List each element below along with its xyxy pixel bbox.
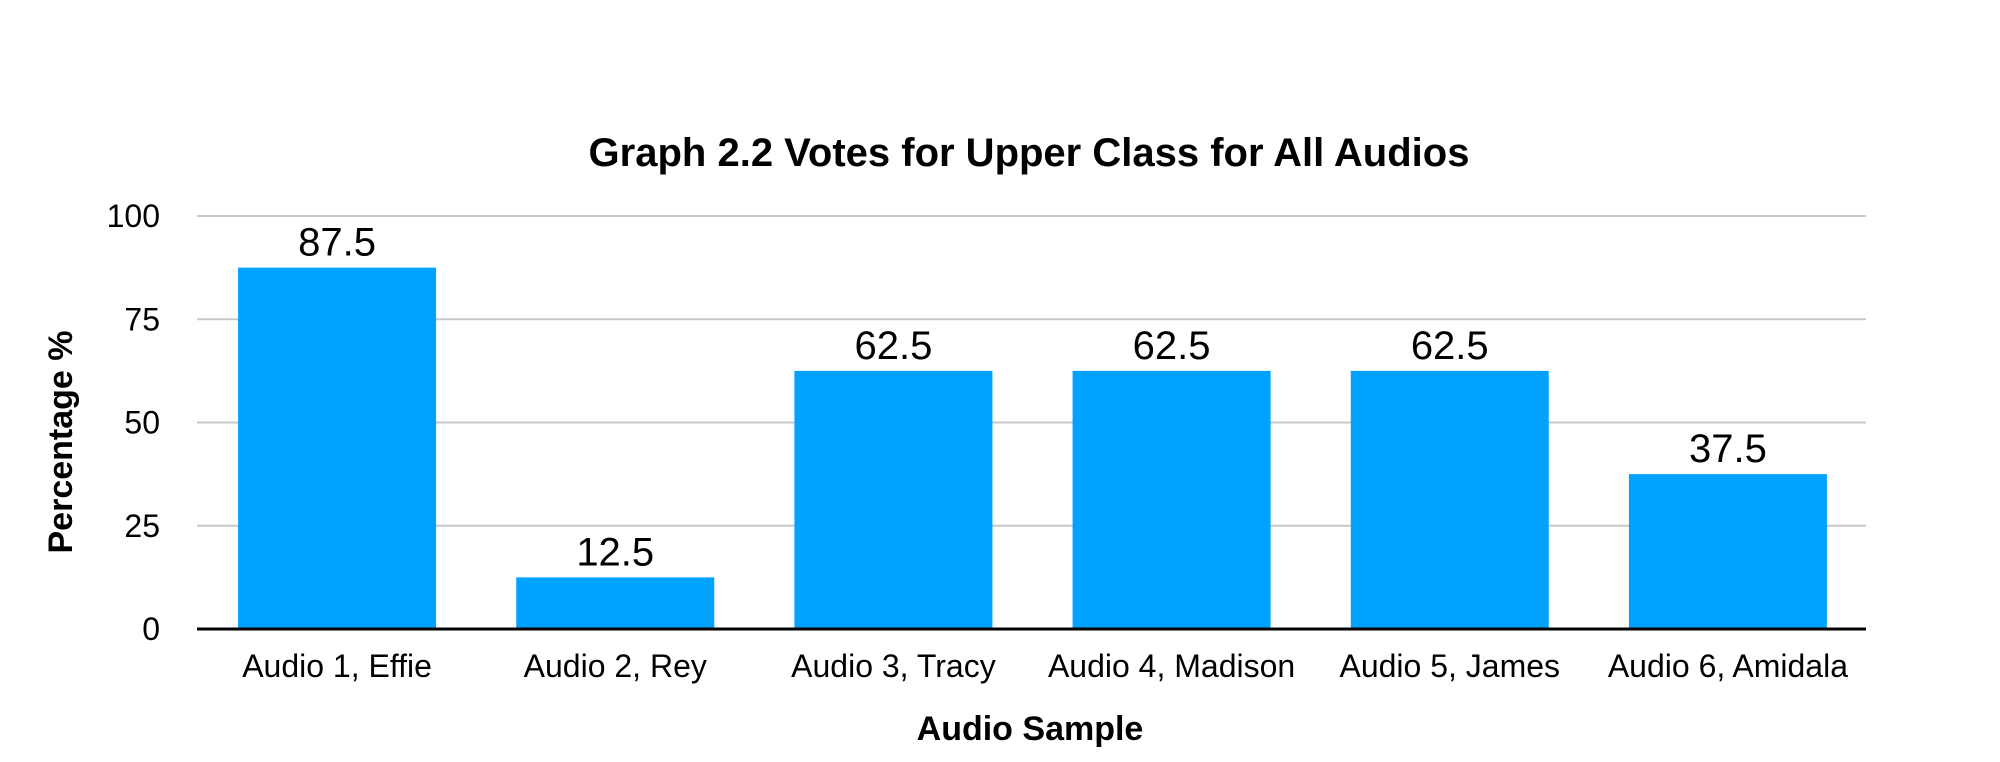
- bar-data-label: 12.5: [576, 530, 654, 574]
- bar: [1350, 370, 1549, 629]
- data-labels: 87.5 12.5 62.5 62.5 62.5 37.5: [298, 221, 1767, 575]
- y-tick-label: 50: [124, 405, 160, 441]
- x-category-label: Audio 3, Tracy: [791, 648, 996, 684]
- y-tick-label: 0: [142, 611, 160, 647]
- x-category-label: Audio 6, Amidala: [1608, 648, 1848, 684]
- y-axis-title: Percentage %: [42, 331, 80, 554]
- gridlines: [197, 215, 1866, 527]
- bar: [516, 577, 715, 629]
- bar: [1628, 474, 1827, 629]
- chart-title: Graph 2.2 Votes for Upper Class for All …: [589, 131, 1470, 175]
- y-tick-label: 25: [124, 508, 160, 544]
- x-category-label: Audio 5, James: [1339, 648, 1560, 684]
- bar-data-label: 62.5: [1133, 324, 1211, 368]
- x-category-label: Audio 2, Rey: [524, 648, 707, 684]
- x-category-label: Audio 1, Effie: [242, 648, 432, 684]
- bar-data-label: 87.5: [298, 221, 376, 265]
- bar-data-label: 62.5: [1411, 324, 1489, 368]
- x-category-label: Audio 4, Madison: [1048, 648, 1295, 684]
- bar: [1072, 370, 1271, 629]
- x-axis-title: Audio Sample: [917, 710, 1144, 748]
- y-tick-label: 75: [124, 301, 160, 337]
- bar: [794, 370, 993, 629]
- bar: [238, 267, 437, 629]
- bar-data-label: 37.5: [1689, 427, 1767, 471]
- bar-data-label: 62.5: [854, 324, 932, 368]
- x-axis-categories: Audio 1, Effie Audio 2, Rey Audio 3, Tracy…: [242, 648, 1848, 684]
- y-axis-ticks: 0 25 50 75 100: [107, 198, 160, 647]
- bars: [238, 267, 1827, 629]
- y-tick-label: 100: [107, 198, 160, 234]
